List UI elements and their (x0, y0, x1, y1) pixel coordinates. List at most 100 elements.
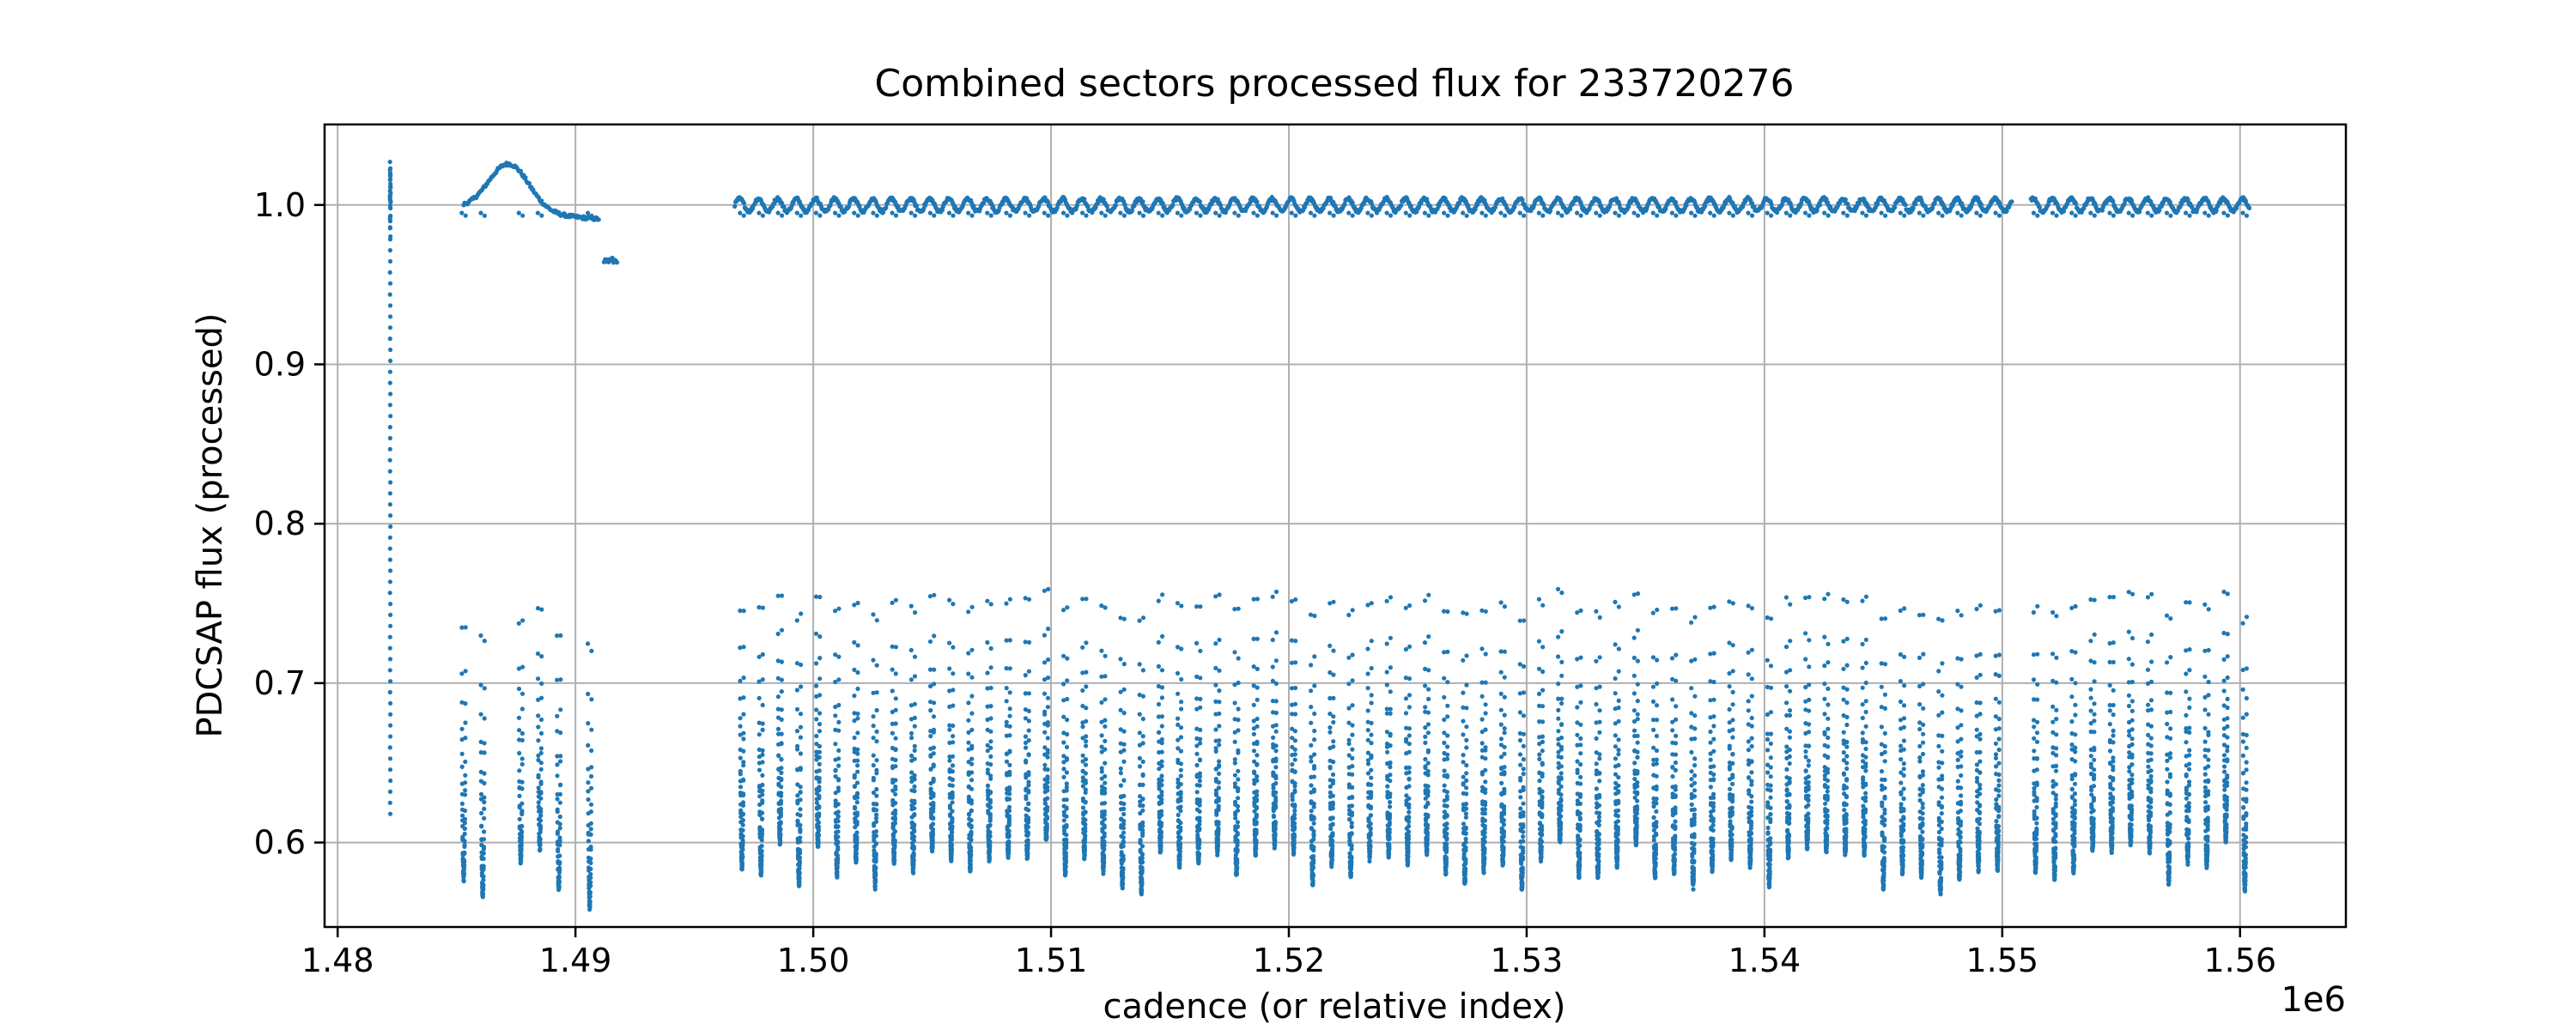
data-point (1179, 213, 1184, 218)
data-point (872, 884, 878, 889)
data-point (387, 167, 392, 173)
data-point (557, 867, 562, 872)
data-point (947, 640, 952, 645)
data-point (1196, 853, 1201, 858)
data-point (1061, 682, 1066, 687)
data-point (520, 213, 526, 218)
data-point (969, 823, 974, 828)
data-point (871, 753, 876, 758)
data-point (893, 801, 898, 806)
data-point (1194, 210, 1200, 215)
data-point (1170, 203, 1176, 208)
data-point (779, 770, 784, 776)
data-point (1103, 773, 1108, 779)
data-point (741, 736, 746, 742)
data-point (388, 700, 393, 706)
data-point (1120, 885, 1125, 891)
data-point (1177, 857, 1182, 863)
data-point (833, 609, 838, 614)
data-point (557, 826, 562, 831)
data-point (478, 739, 483, 745)
data-point (1103, 780, 1108, 785)
data-point (1063, 869, 1068, 874)
data-point (482, 716, 487, 721)
data-point (1159, 724, 1164, 729)
data-point (387, 591, 392, 596)
data-point (987, 839, 993, 845)
data-point (388, 185, 393, 190)
data-point (519, 801, 525, 806)
data-point (387, 270, 392, 275)
data-point (912, 756, 917, 761)
data-point (855, 213, 860, 218)
data-point (387, 469, 392, 474)
data-point (539, 681, 544, 687)
data-point (836, 756, 841, 761)
data-point (1194, 762, 1200, 768)
data-point (387, 160, 392, 165)
data-point (1083, 771, 1088, 776)
data-point (1007, 638, 1012, 643)
data-point (1065, 656, 1070, 661)
data-point (1025, 838, 1030, 843)
data-point (969, 756, 975, 761)
data-point (536, 713, 541, 718)
data-point (756, 767, 762, 772)
data-point (1176, 812, 1181, 818)
data-point (459, 671, 465, 676)
data-point (1178, 773, 1183, 779)
data-point (1005, 855, 1011, 860)
data-point (1121, 793, 1127, 799)
data-point (516, 621, 521, 626)
data-point (596, 217, 601, 222)
data-point (759, 849, 764, 854)
data-point (1121, 729, 1127, 734)
data-point (1026, 718, 1031, 724)
data-point (1176, 716, 1181, 721)
data-point (557, 843, 562, 848)
data-point (1099, 733, 1104, 738)
data-point (1159, 749, 1164, 754)
data-point (387, 403, 392, 408)
data-point (817, 693, 823, 698)
data-point (951, 703, 956, 708)
data-point (1102, 859, 1107, 864)
data-point (1064, 770, 1069, 775)
data-point (874, 707, 879, 713)
data-point (988, 729, 993, 734)
data-point (1140, 213, 1146, 218)
data-point (482, 771, 487, 776)
data-point (586, 210, 591, 215)
data-point (969, 694, 975, 699)
data-point (951, 688, 956, 693)
data-point (855, 643, 860, 648)
data-point (756, 732, 762, 737)
data-point (893, 787, 898, 792)
data-point (966, 718, 971, 723)
data-point (779, 741, 784, 747)
data-point (387, 225, 392, 230)
data-point (538, 846, 543, 851)
data-point (1084, 640, 1089, 645)
data-point (778, 839, 783, 845)
data-point (817, 785, 822, 790)
data-point (1160, 633, 1165, 639)
data-point (833, 767, 838, 772)
data-point (817, 634, 823, 639)
data-point (852, 639, 857, 645)
data-point (463, 736, 468, 741)
data-point (799, 611, 804, 616)
data-point (462, 821, 468, 826)
data-point (950, 824, 955, 829)
data-point (1139, 868, 1145, 873)
data-point (558, 782, 563, 787)
data-point (732, 203, 738, 209)
data-point (538, 791, 544, 796)
data-point (517, 750, 522, 756)
data-point (586, 721, 591, 726)
data-point (1893, 205, 1898, 210)
data-point (738, 716, 743, 721)
data-point (1080, 645, 1085, 650)
data-point (1042, 730, 1048, 735)
data-point (1007, 713, 1012, 718)
